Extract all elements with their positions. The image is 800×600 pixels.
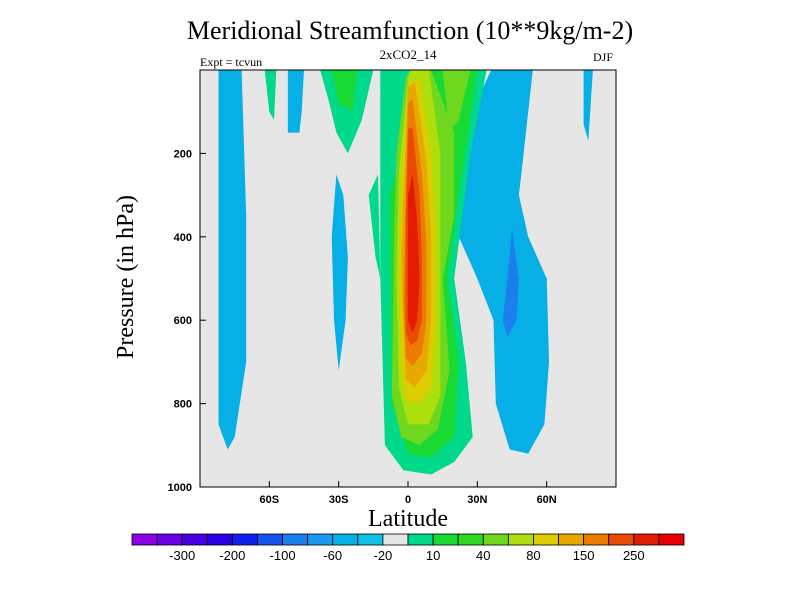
colorbar-swatch [156, 533, 183, 546]
x-tick-label: 30S [329, 494, 349, 506]
colorbar-swatch [382, 533, 409, 546]
x-tick-label: 60S [260, 494, 280, 506]
contour-region-6 [502, 228, 519, 337]
y-tick-label: 800 [174, 399, 192, 411]
colorbar-swatch [507, 533, 534, 546]
colorbar-label: 10 [426, 548, 440, 563]
colorbar-swatch [307, 533, 334, 546]
x-tick-label: 60N [537, 494, 557, 506]
colorbar-label: 250 [623, 548, 645, 563]
chart-title: Meridional Streamfunction (10**9kg/m-2) [186, 16, 634, 45]
contour-region-8 [320, 70, 374, 154]
colorbar-label: -300 [169, 548, 195, 563]
y-axis-label: Pressure (in hPa) [113, 195, 139, 359]
colorbar-swatch [432, 533, 459, 546]
colorbar-swatch [257, 533, 283, 546]
colorbar-swatch [206, 533, 233, 546]
contour-region-1 [287, 70, 304, 133]
chart-subtitle: 2xCO2_14 [379, 47, 437, 62]
y-tick-label: 400 [174, 232, 192, 244]
colorbar-swatch [558, 533, 585, 546]
contour-region-3 [451, 70, 549, 454]
colorbar-label: -200 [219, 548, 245, 563]
colorbar-label: 40 [476, 548, 490, 563]
colorbar-label: 80 [526, 548, 540, 563]
contour-region-15 [442, 70, 471, 133]
colorbar-label: 150 [573, 548, 595, 563]
contour-regions [218, 70, 593, 487]
contour-region-11 [264, 70, 277, 120]
colorbar-swatch [658, 533, 685, 546]
colorbar-swatch [583, 533, 610, 546]
colorbar-swatch [131, 533, 158, 546]
colorbar-swatch [608, 533, 635, 546]
contour-region-4 [583, 70, 593, 141]
experiment-label: Expt = tcvun [200, 55, 263, 69]
x-axis-label: Latitude [368, 506, 448, 532]
x-tick-label: 0 [405, 494, 411, 506]
contour-region-13 [331, 70, 358, 112]
x-tick-label: 30N [467, 494, 487, 506]
colorbar-label: -100 [270, 548, 296, 563]
season-label: DJF [593, 50, 614, 64]
colorbar-swatch [633, 533, 660, 546]
colorbar-swatch [332, 533, 359, 546]
colorbar-swatch [407, 533, 434, 546]
colorbar-swatch [181, 533, 208, 546]
colorbar-label: -60 [323, 548, 342, 563]
contour-region-0 [218, 70, 247, 487]
colorbar-label: -20 [374, 548, 393, 563]
colorbar-swatch [357, 533, 384, 546]
y-tick-label: 600 [174, 315, 192, 327]
y-axis: 200 400 600 800 1000 [168, 148, 206, 494]
x-axis: 60S 30S 0 30N 60N [260, 481, 557, 506]
contour-region-21 [408, 174, 420, 333]
y-tick-label: 1000 [168, 482, 192, 494]
colorbar: -300 -200 -100 -60 -20 10 40 80 150 250 [131, 533, 685, 563]
contour-region-2 [331, 174, 348, 371]
colorbar-swatch [457, 533, 484, 546]
colorbar-swatch [282, 533, 309, 546]
colorbar-swatch [231, 533, 258, 546]
contour-region-10 [368, 174, 381, 279]
colorbar-swatch [482, 533, 509, 546]
y-tick-label: 200 [174, 148, 192, 160]
colorbar-swatch [533, 533, 559, 546]
